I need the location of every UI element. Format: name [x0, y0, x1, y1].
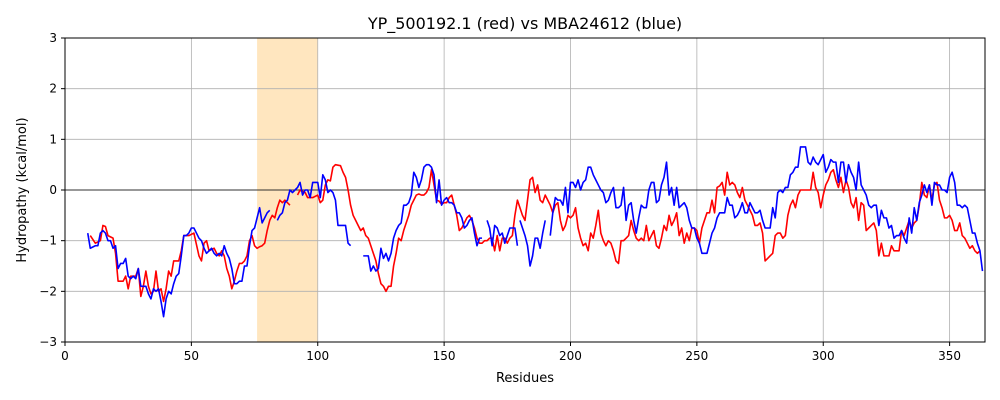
- y-tick-label: −2: [39, 284, 57, 298]
- y-tick-label: 1: [49, 132, 57, 146]
- x-tick-label: 50: [184, 349, 199, 363]
- y-tick-label: 0: [49, 183, 57, 197]
- y-tick-label: 2: [49, 82, 57, 96]
- x-tick-label: 250: [685, 349, 708, 363]
- x-axis-label: Residues: [496, 371, 554, 386]
- red-series-line: [89, 199, 291, 303]
- chart-title: YP_500192.1 (red) vs MBA24612 (blue): [367, 14, 682, 34]
- x-tick-label: 150: [433, 349, 456, 363]
- x-tick-label: 100: [306, 349, 329, 363]
- blue-series-line: [86, 206, 271, 318]
- x-tick-label: 200: [559, 349, 582, 363]
- x-tick-label: 0: [61, 349, 69, 363]
- y-tick-label: 3: [49, 31, 57, 45]
- series-layer: [86, 146, 984, 318]
- blue-series-line: [486, 220, 519, 247]
- red-series-line: [296, 163, 981, 293]
- y-tick-label: −3: [39, 335, 57, 349]
- blue-series-line: [363, 163, 483, 272]
- x-axis-ticks: 0 50 100 150 200 250 300 350: [61, 342, 961, 363]
- blue-series-line: [276, 174, 352, 247]
- x-tick-label: 350: [938, 349, 961, 363]
- blue-series-line: [549, 146, 984, 272]
- blue-series-line: [519, 220, 547, 267]
- x-tick-label: 300: [812, 349, 835, 363]
- y-axis-ticks: −3 −2 −1 0 1 2 3: [39, 31, 65, 349]
- y-axis-label: Hydropathy (kcal/mol): [15, 117, 30, 262]
- y-tick-label: −1: [39, 234, 57, 248]
